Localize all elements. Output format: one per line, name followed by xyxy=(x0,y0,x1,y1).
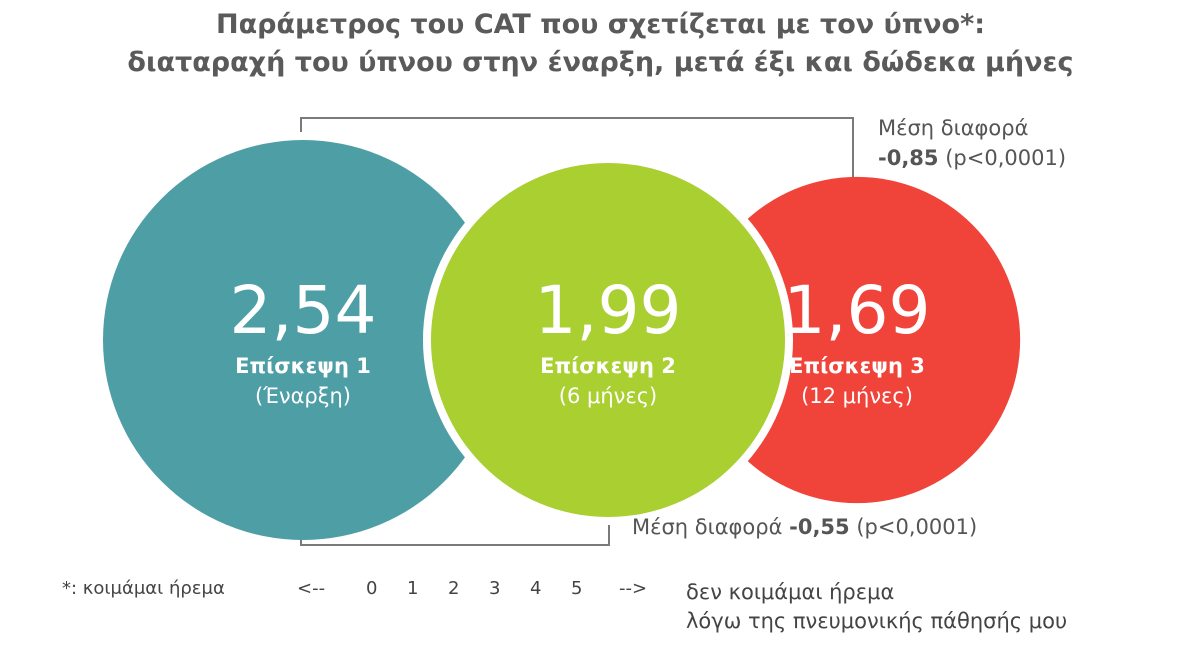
scale-low-label: *: κοιμάμαι ήρεμα xyxy=(62,578,225,599)
scale-number: 1 xyxy=(407,578,419,599)
chart-title: Παράμετρος του CAT που σχετίζεται με τον… xyxy=(0,6,1201,82)
bubble-category-label: Επίσκεψη 1 xyxy=(235,354,371,378)
scale-number: 3 xyxy=(489,578,501,599)
scale-number: 5 xyxy=(571,578,583,599)
bubble-category-label: Επίσκεψη 3 xyxy=(789,354,925,378)
scale-number: 0 xyxy=(366,578,378,599)
scale-high-label: δεν κοιμάμαι ήρεμα λόγω της πνευμονικής … xyxy=(686,578,1067,636)
bubble-value-label: 1,69 xyxy=(784,272,931,349)
bubble-subtitle-label: (6 μήνες) xyxy=(559,384,658,408)
scale-number: 4 xyxy=(530,578,542,599)
bubble-visit-1 xyxy=(103,140,503,540)
mean-difference-label: Μέση διαφορά xyxy=(632,515,783,539)
p-value: (p<0,0001) xyxy=(856,515,978,539)
mean-difference-value: -0,55 xyxy=(789,515,850,539)
bracket-top-line xyxy=(300,117,854,193)
p-value: (p<0,0001) xyxy=(945,146,1067,170)
chart-title-line-1: Παράμετρος του CAT που σχετίζεται με τον… xyxy=(215,9,986,40)
mean-difference-label: Μέση διαφορά xyxy=(878,116,1029,140)
scale-number: 2 xyxy=(448,578,460,599)
mean-difference-value: -0,85 xyxy=(878,146,939,170)
bubble-visit-2 xyxy=(430,162,786,518)
scale-legend: *: κοιμάμαι ήρεμα <-- 0 1 2 3 4 5 --> δε… xyxy=(0,576,1201,646)
bubble-value-label: 2,54 xyxy=(230,272,377,349)
bubble-visit-3 xyxy=(693,176,1021,504)
bubble-subtitle-label: (Έναρξη) xyxy=(255,384,351,408)
scale-high-label-line-1: δεν κοιμάμαι ήρεμα xyxy=(686,580,895,604)
arrow-left-icon: <-- xyxy=(297,578,326,599)
bubble-category-label: Επίσκεψη 2 xyxy=(540,354,676,378)
chart-title-line-2: διαταραχή του ύπνου στην έναρξη, μετά έξ… xyxy=(127,47,1074,78)
mean-difference-annotation-bottom: Μέση διαφορά -0,55 (p<0,0001) xyxy=(632,512,977,542)
bubble-subtitle-label: (12 μήνες) xyxy=(801,384,913,408)
arrow-right-icon: --> xyxy=(619,578,648,599)
bubble-value-label: 1,99 xyxy=(535,272,682,349)
mean-difference-annotation-top: Μέση διαφορά -0,85 (p<0,0001) xyxy=(878,113,1066,173)
scale-high-label-line-2: λόγω της πνευμονικής πάθησής μου xyxy=(686,609,1068,633)
